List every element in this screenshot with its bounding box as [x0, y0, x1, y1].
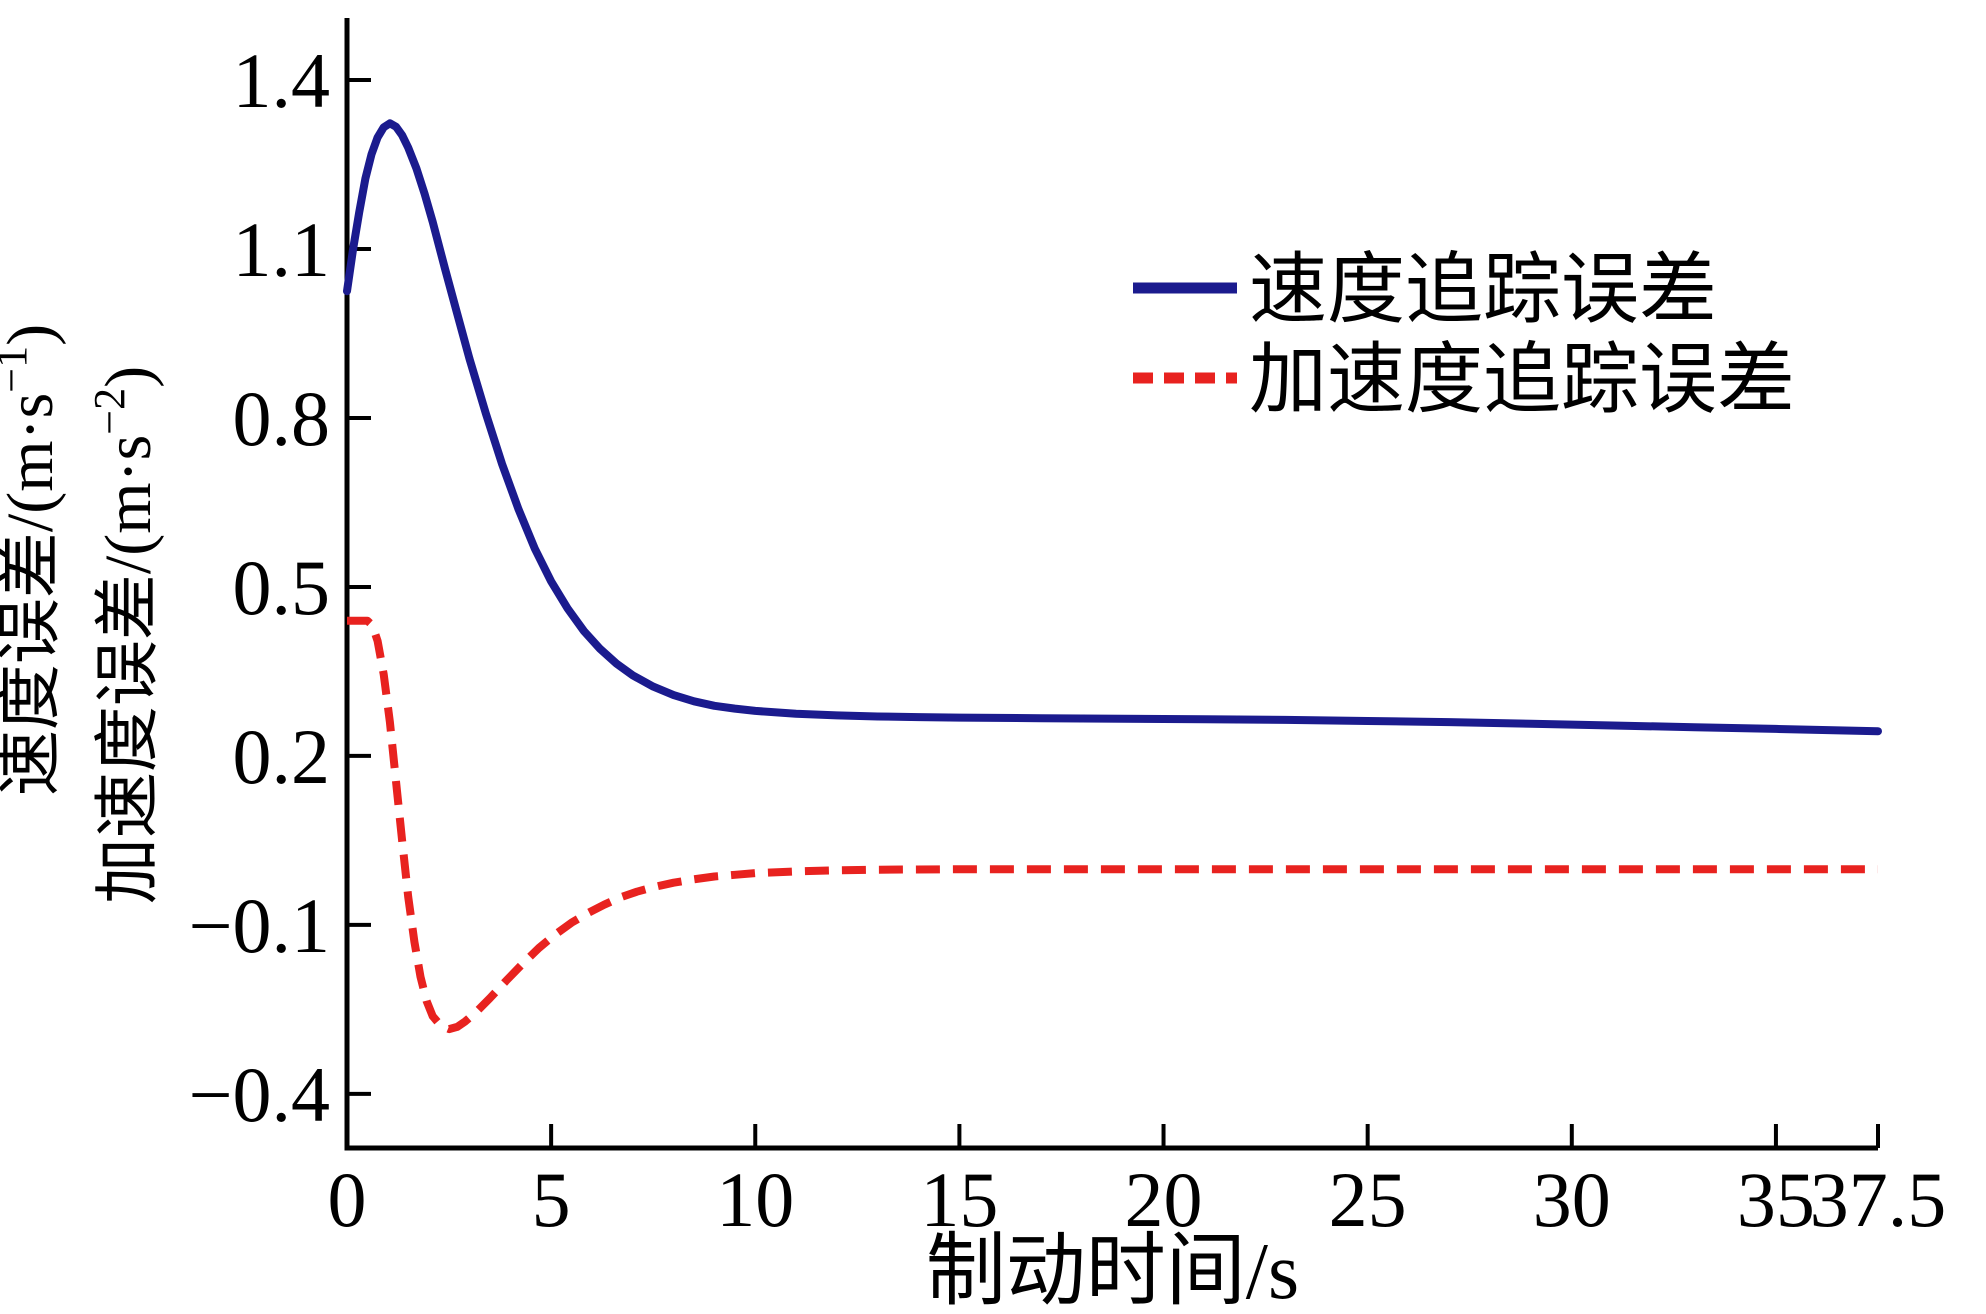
legend-label: 加速度追踪误差	[1249, 336, 1795, 423]
x-tick-label: 10	[716, 1156, 794, 1243]
x-tick-label: 35	[1737, 1156, 1815, 1243]
x-tick-label: 25	[1329, 1156, 1407, 1243]
legend-label: 速度追踪误差	[1249, 246, 1717, 333]
axes: 1.4 1.1 0.8 0.5 0.2 −0.1 −0.4 0 5 10 15 20 25 30 3537.…	[189, 18, 1947, 1243]
y-tick-label: −0.1	[189, 882, 331, 969]
x-tick-label: 15	[920, 1156, 998, 1243]
x-tick-label: 0	[328, 1156, 367, 1243]
y-axis-label-acceleration: 加速度误差/(m·s−2)	[85, 366, 165, 904]
velocity-error-curve	[343, 119, 1882, 736]
x-tick-label: 5	[532, 1156, 571, 1243]
y-tick-label: 0.5	[233, 544, 331, 631]
legend-entry-acceleration: 加速度追踪误差	[1133, 336, 1795, 423]
acceleration-error-curve	[347, 616, 1878, 1034]
y-tick-label: 0.8	[233, 375, 331, 462]
y-tick-label: −0.4	[189, 1051, 331, 1138]
axis-lines	[344, 18, 1878, 1151]
x-axis-label: 制动时间/s	[926, 1228, 1299, 1314]
y-tick-label: 1.1	[233, 206, 331, 293]
y-tick-label: 0.2	[233, 713, 331, 800]
x-tick-label: 20	[1125, 1156, 1203, 1243]
x-tick-label: 37.5	[1810, 1156, 1947, 1243]
y-axis-label-velocity: 速度误差/(m·s−1)	[0, 324, 67, 796]
x-tick-label: 30	[1533, 1156, 1611, 1243]
legend-entry-velocity: 速度追踪误差	[1133, 246, 1717, 333]
y-tick-label: 1.4	[233, 37, 331, 124]
